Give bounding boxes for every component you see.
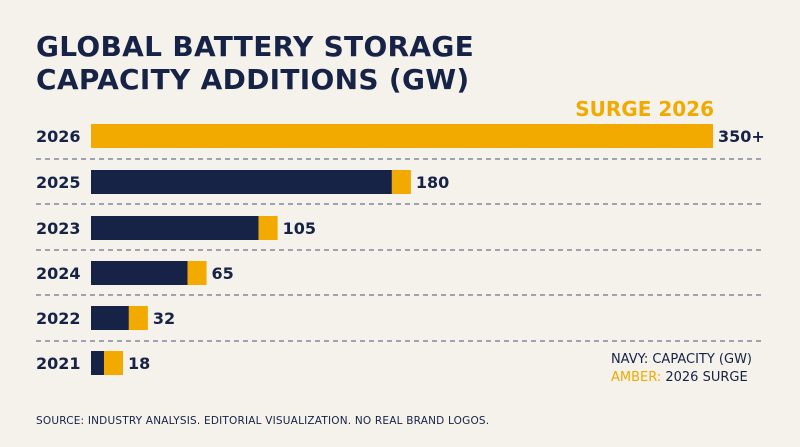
category-label: 2023: [36, 219, 81, 238]
bar-surge-segment: [187, 261, 207, 285]
value-label: 180: [416, 173, 449, 192]
category-label: 2024: [36, 264, 81, 283]
legend-amber-key: AMBER:: [610, 370, 662, 385]
bar-capacity: [91, 170, 392, 194]
legend-amber-text: 2026 SURGE: [661, 370, 748, 385]
value-label: 65: [212, 264, 234, 283]
value-label: 18: [128, 354, 150, 373]
surge-annotation: SURGE 2026: [575, 97, 714, 121]
chart-title: GLOBAL BATTERY STORAGE CAPACITY ADDITION…: [36, 30, 474, 96]
bar-surge-segment: [391, 170, 411, 194]
bar-capacity: [91, 216, 259, 240]
chart-legend: NAVY: CAPACITY (GW) AMBER: 2026 SURGE: [611, 351, 752, 387]
bar-capacity: [91, 306, 129, 330]
bar-surge: [91, 124, 713, 148]
bar-capacity: [91, 261, 188, 285]
value-label: 105: [283, 219, 316, 238]
value-label: 32: [153, 309, 175, 328]
bar-surge-segment: [258, 216, 278, 240]
chart-title-line-2: CAPACITY ADDITIONS (GW): [36, 63, 470, 96]
chart-title-line-1: GLOBAL BATTERY STORAGE: [36, 30, 475, 63]
bars-layer: [91, 124, 713, 375]
category-label: 2025: [36, 173, 81, 192]
bar-surge-segment: [103, 351, 123, 375]
source-note: SOURCE: INDUSTRY ANALYSIS. EDITORIAL VIS…: [36, 415, 490, 427]
value-label: 350+: [718, 127, 765, 146]
category-label: 2026: [36, 127, 81, 146]
legend-navy-entry: NAVY: CAPACITY (GW): [610, 352, 752, 367]
category-label: 2022: [36, 309, 81, 328]
bar-capacity: [91, 351, 104, 375]
labels-layer: 2026 350+ 2025 180 2023 105 2024 65 2022 32 2021 18: [36, 127, 765, 373]
bar-surge-segment: [128, 306, 148, 330]
category-label: 2021: [36, 354, 81, 373]
grid-layer: [36, 158, 764, 342]
legend-amber-entry: AMBER: 2026 SURGE: [611, 369, 752, 387]
